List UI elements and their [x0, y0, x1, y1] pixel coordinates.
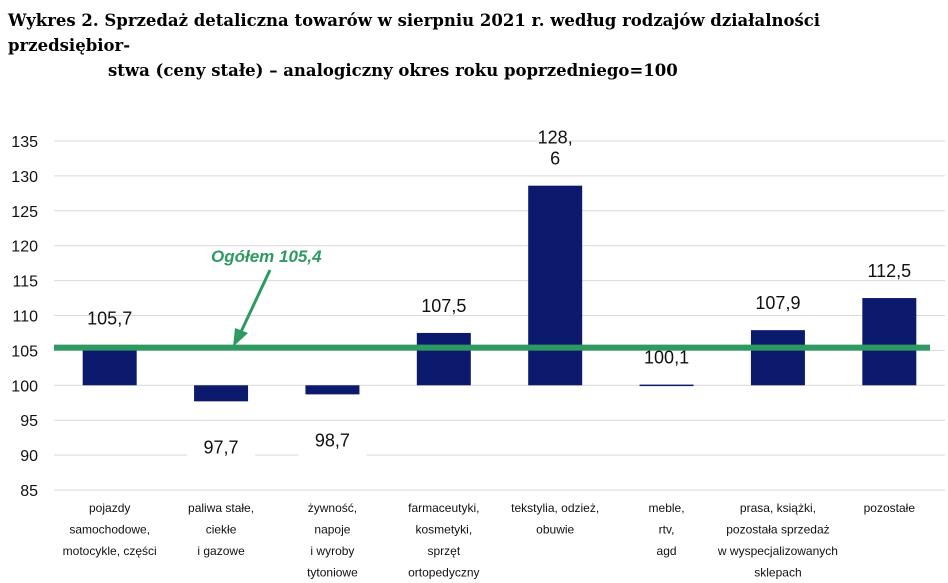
y-tick-label: 110: [12, 309, 38, 326]
bar: [639, 384, 694, 387]
data-label: 97,7: [204, 437, 239, 457]
data-labels: 105,7 97,7 98,7 107,5 128,6 100,1 107,9 112,5: [87, 128, 911, 464]
bar: [528, 185, 583, 386]
category-label: napoje: [314, 523, 350, 537]
bar: [82, 345, 137, 386]
category-labels: pojazdy samochodowe, motocykle, części pali…: [63, 501, 916, 580]
category-label: i wyroby: [310, 544, 354, 558]
category-label: paliwa stałe,: [188, 501, 254, 515]
bar: [862, 298, 917, 386]
category-label: tytoniowe: [307, 566, 358, 580]
y-tick-label: 135: [11, 134, 38, 151]
category-label: sklepach: [754, 566, 801, 580]
data-label-background: [187, 429, 256, 464]
category-label: obuwie: [536, 523, 574, 537]
category-label: farmaceutyki,: [408, 501, 479, 515]
bar: [305, 385, 360, 395]
data-label-background: [298, 422, 367, 457]
y-tick-label: 115: [12, 274, 38, 291]
chart-title: Wykres 2. Sprzedaż detaliczna towarów w …: [8, 8, 943, 83]
chart-title-line-2: stwa (ceny stałe) – analogiczny okres ro…: [108, 61, 678, 80]
category-label: prasa, książki,: [740, 501, 816, 515]
category-label: rtv,: [659, 523, 675, 537]
bar: [416, 332, 471, 386]
category-label: pozostała sprzedaż: [726, 523, 829, 537]
reference-line-group: Ogółem 105,4: [54, 247, 930, 351]
annotation-arrow-shaft: [238, 269, 272, 335]
data-label: 100,1: [644, 348, 689, 368]
data-label: 105,7: [87, 309, 132, 329]
reference-line-label: Ogółem 105,4: [211, 247, 322, 266]
bar: [750, 330, 805, 386]
annotation-arrow-head: [233, 328, 248, 347]
y-tick-label: 120: [11, 239, 38, 256]
data-label: 112,5: [867, 261, 911, 281]
category-label: pojazdy: [89, 501, 130, 515]
y-tick-label: 95: [20, 413, 38, 430]
y-axis-tick-labels: 85 90 95 100 105 110 115 120 125 130 135: [11, 134, 38, 500]
category-label: samochodowe,: [69, 523, 150, 537]
category-label: ortopedyczny: [408, 566, 479, 580]
y-tick-label: 130: [11, 169, 38, 186]
data-label: 107,9: [755, 293, 800, 313]
chart-title-line-1: Wykres 2. Sprzedaż detaliczna towarów w …: [8, 11, 821, 55]
data-label: 128,: [538, 128, 573, 148]
y-tick-label: 125: [11, 204, 38, 221]
y-tick-label: 85: [20, 483, 38, 500]
category-label: w wyspecjalizowanych: [717, 544, 838, 558]
bar: [194, 385, 249, 402]
y-tick-label: 90: [20, 448, 38, 465]
category-label: żywność,: [308, 501, 357, 515]
category-label: kosmetyki,: [415, 523, 472, 537]
category-label: i gazowe: [197, 544, 245, 558]
bars: [82, 185, 917, 402]
y-tick-label: 100: [11, 378, 38, 395]
data-label: 98,7: [315, 430, 350, 450]
data-label: 6: [550, 149, 560, 169]
category-label: ciekłe: [206, 523, 237, 537]
category-label: agd: [657, 544, 677, 558]
category-label: motocykle, części: [63, 544, 157, 558]
category-label: tekstylia, odzież,: [511, 501, 599, 515]
data-label: 107,5: [421, 296, 466, 316]
category-label: sprzęt: [427, 544, 460, 558]
category-label: meble,: [649, 501, 685, 515]
category-label: pozostałe: [864, 501, 916, 515]
y-tick-label: 105: [11, 343, 38, 360]
